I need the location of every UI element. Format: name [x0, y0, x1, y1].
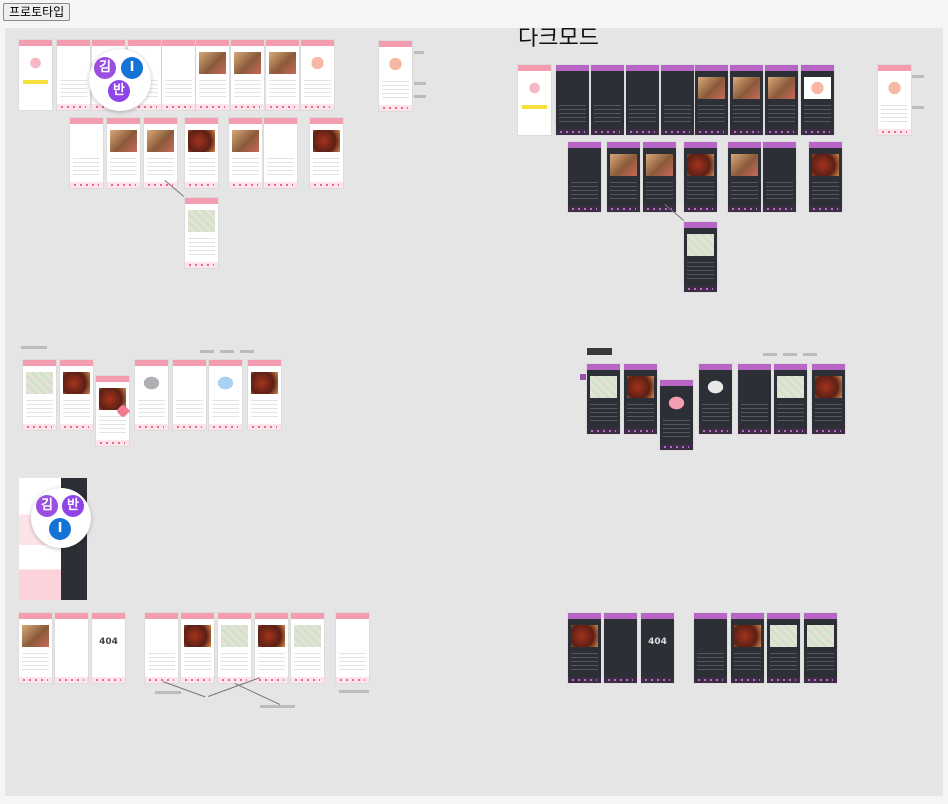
light-screen-frame[interactable]: [291, 613, 324, 683]
light-screen-frame[interactable]: [185, 118, 218, 188]
light-splash-screen[interactable]: [19, 40, 52, 110]
light-screen-frame[interactable]: [144, 118, 177, 188]
logo-letter: 반: [62, 495, 84, 517]
logo-letter: 반: [108, 80, 130, 102]
dark-screen-frame[interactable]: [765, 65, 798, 135]
light-404-screen[interactable]: 404: [92, 613, 125, 683]
dark-screen-frame[interactable]: [801, 65, 834, 135]
light-screen-frame[interactable]: [145, 613, 178, 683]
dark-screen-frame[interactable]: [699, 364, 732, 434]
dark-screen-frame[interactable]: [556, 65, 589, 135]
dark-screen-frame[interactable]: [728, 142, 761, 212]
dark-screen-frame[interactable]: [812, 364, 845, 434]
light-screen-frame[interactable]: [878, 65, 911, 135]
light-screen-frame[interactable]: [266, 40, 299, 110]
design-canvas[interactable]: 다크모드 김 I 반: [5, 28, 943, 796]
dark-splash-screen[interactable]: [518, 65, 551, 135]
annotation-note: [339, 690, 369, 693]
dark-screen-frame[interactable]: [591, 65, 624, 135]
light-screen-frame[interactable]: [107, 118, 140, 188]
light-screen-frame[interactable]: [218, 613, 251, 683]
light-screen-frame[interactable]: [379, 41, 412, 111]
light-screen-frame[interactable]: [301, 40, 334, 110]
logo-letter: 김: [94, 57, 116, 79]
dark-screen-frame[interactable]: [643, 142, 676, 212]
light-screen-frame[interactable]: [19, 613, 52, 683]
annotation-note: [414, 82, 426, 85]
logo-letter: 김: [36, 495, 58, 517]
light-screen-frame[interactable]: [255, 613, 288, 683]
annotation-note: [414, 51, 424, 54]
light-screen-frame[interactable]: [336, 613, 369, 683]
light-screen-frame[interactable]: [70, 118, 103, 188]
light-screen-frame[interactable]: [231, 40, 264, 110]
annotation-note: [200, 350, 214, 353]
light-screen-frame[interactable]: [57, 40, 90, 110]
light-screen-frame[interactable]: [209, 360, 242, 430]
annotation-note: [414, 95, 426, 98]
dark-screen-frame[interactable]: [624, 364, 657, 434]
annotation-note: [220, 350, 234, 353]
app-logo: 김 I 반: [89, 49, 151, 111]
logo-letter: I: [49, 518, 71, 540]
dark-screen-frame[interactable]: [731, 613, 764, 683]
section-marker: [580, 374, 586, 380]
light-screen-frame[interactable]: [23, 360, 56, 430]
dark-screen-frame[interactable]: [804, 613, 837, 683]
annotation-note: [240, 350, 254, 353]
dark-screen-frame[interactable]: [568, 613, 601, 683]
dark-screen-frame[interactable]: [695, 65, 728, 135]
dark-screen-frame[interactable]: [607, 142, 640, 212]
dark-screen-frame[interactable]: [568, 142, 601, 212]
annotation-note: [783, 353, 797, 356]
light-screen-frame[interactable]: [229, 118, 262, 188]
dark-screen-frame[interactable]: [730, 65, 763, 135]
dark-404-screen[interactable]: 404: [641, 613, 674, 683]
dark-screen-frame[interactable]: [604, 613, 637, 683]
light-screen-frame[interactable]: [196, 40, 229, 110]
dark-screen-frame[interactable]: [660, 380, 693, 450]
light-screen-frame[interactable]: [181, 613, 214, 683]
flow-connector: [162, 681, 206, 698]
not-found-text: 404: [648, 637, 667, 647]
annotation-note: [803, 353, 817, 356]
light-screen-frame[interactable]: [264, 118, 297, 188]
app-logo: 김 반 I: [31, 488, 91, 548]
dark-screen-frame[interactable]: [738, 364, 771, 434]
annotation-note: [763, 353, 777, 356]
dark-screen-frame[interactable]: [809, 142, 842, 212]
dark-screen-frame[interactable]: [587, 364, 620, 434]
dark-screen-frame[interactable]: [767, 613, 800, 683]
light-screen-frame[interactable]: [248, 360, 281, 430]
flow-connector: [234, 683, 281, 706]
light-screen-frame[interactable]: [55, 613, 88, 683]
dark-mode-section-title: 다크모드: [518, 28, 599, 51]
dark-screen-frame[interactable]: [694, 613, 727, 683]
annotation-note: [912, 75, 924, 78]
dark-screen-frame[interactable]: [684, 142, 717, 212]
dark-screen-frame[interactable]: [763, 142, 796, 212]
light-screen-frame[interactable]: [173, 360, 206, 430]
light-screen-frame[interactable]: [60, 360, 93, 430]
dark-screen-frame[interactable]: [626, 65, 659, 135]
dark-screen-frame[interactable]: [661, 65, 694, 135]
light-screen-frame[interactable]: [162, 40, 195, 110]
annotation-note: [912, 106, 924, 109]
annotation-note: [21, 346, 47, 349]
annotation-note: [587, 348, 612, 355]
logo-letter: I: [121, 57, 143, 79]
dark-screen-frame[interactable]: [774, 364, 807, 434]
light-screen-frame[interactable]: [310, 118, 343, 188]
light-screen-frame[interactable]: [185, 198, 218, 268]
light-screen-frame[interactable]: [135, 360, 168, 430]
annotation-note: [155, 691, 181, 694]
not-found-text: 404: [99, 637, 118, 647]
annotation-note: [260, 705, 295, 708]
prototype-button[interactable]: 프로토타입: [3, 3, 71, 21]
dark-screen-frame[interactable]: [684, 222, 717, 292]
